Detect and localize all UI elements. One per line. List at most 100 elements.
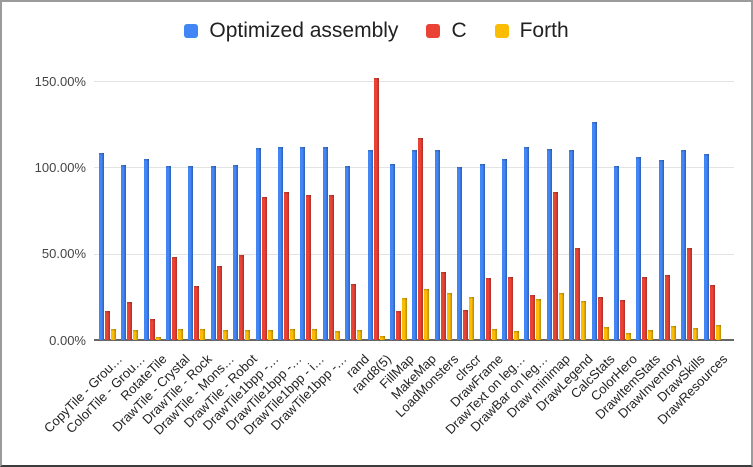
bar-forth-rand[interactable] — [357, 329, 363, 340]
bar-optimized-assembly-drawtile1bpp-i[interactable] — [300, 146, 306, 340]
bar-forth-draw-minimap[interactable] — [558, 292, 564, 340]
bar-c-drawitemstats[interactable] — [642, 276, 648, 340]
bar-forth-drawtile1bpp-i[interactable] — [312, 328, 318, 340]
bar-optimized-assembly-drawtile1bpp[interactable] — [322, 147, 328, 340]
bar-optimized-assembly-drawskills[interactable] — [681, 150, 687, 340]
bar-forth-rotatetile[interactable] — [155, 336, 161, 340]
bar-c-colorhero[interactable] — [619, 300, 625, 340]
bar-optimized-assembly-fillmap[interactable] — [389, 163, 395, 340]
bar-forth-calcstats[interactable] — [603, 327, 609, 340]
y-axis-label: 0.00% — [49, 332, 86, 348]
bar-forth-rand8-5[interactable] — [379, 335, 385, 340]
bar-forth-loadmonsters[interactable] — [446, 293, 452, 340]
bar-c-drawtile1bpp[interactable] — [283, 192, 289, 340]
bar-forth-drawresources[interactable] — [715, 325, 721, 340]
bar-optimized-assembly-drawbar-on-leg[interactable] — [524, 146, 530, 340]
bar-optimized-assembly-calcstats[interactable] — [591, 122, 597, 340]
bar-c-drawbar-on-leg[interactable] — [530, 295, 536, 340]
bar-optimized-assembly-colortile-grou[interactable] — [121, 164, 127, 340]
bar-c-copytile-grou[interactable] — [104, 310, 110, 340]
bar-c-draw-minimap[interactable] — [552, 192, 558, 340]
bar-c-colortile-grou[interactable] — [127, 302, 133, 340]
bar-c-drawtile1bpp[interactable] — [261, 196, 267, 340]
bar-forth-copytile-grou[interactable] — [110, 328, 116, 340]
bar-forth-clrscr[interactable] — [469, 296, 475, 340]
legend-swatch-icon — [426, 23, 441, 38]
bar-optimized-assembly-drawitemstats[interactable] — [636, 156, 642, 340]
y-axis-label: 100.00% — [34, 159, 86, 175]
legend-swatch-icon — [184, 23, 199, 38]
bar-optimized-assembly-drawinventory[interactable] — [658, 160, 664, 340]
y-axis-label: 150.00% — [34, 73, 86, 89]
y-axis-label: 50.00% — [41, 246, 86, 262]
bar-forth-drawtile1bpp[interactable] — [334, 331, 340, 340]
bar-c-rand8-5[interactable] — [373, 78, 379, 340]
bar-forth-drawframe[interactable] — [491, 328, 497, 340]
bar-forth-drawskills[interactable] — [693, 327, 699, 340]
bar-forth-drawlegend[interactable] — [581, 301, 587, 340]
bar-c-makemap[interactable] — [418, 137, 424, 340]
bar-c-drawtile1bpp[interactable] — [328, 194, 334, 340]
bar-optimized-assembly-rotatetile[interactable] — [143, 158, 149, 340]
bar-forth-drawtext-on-leg[interactable] — [513, 331, 519, 340]
bar-forth-drawtile1bpp[interactable] — [289, 328, 295, 340]
bar-c-drawtile-rock[interactable] — [194, 286, 200, 340]
bar-optimized-assembly-clrscr[interactable] — [457, 167, 463, 340]
bar-forth-drawtile-robot[interactable] — [245, 329, 251, 340]
x-axis-baseline — [94, 339, 734, 341]
bar-c-drawtile-crystal[interactable] — [171, 257, 177, 340]
bar-optimized-assembly-drawresources[interactable] — [703, 153, 709, 340]
bar-c-drawframe[interactable] — [485, 277, 491, 340]
chart-legend: Optimized assembly C Forth — [2, 20, 751, 41]
bar-forth-colorhero[interactable] — [625, 333, 631, 340]
bar-optimized-assembly-rand[interactable] — [345, 166, 351, 340]
bar-optimized-assembly-drawtext-on-leg[interactable] — [501, 158, 507, 340]
bar-c-drawskills[interactable] — [687, 248, 693, 340]
bar-forth-drawitemstats[interactable] — [648, 329, 654, 340]
bar-c-drawtile-mons[interactable] — [216, 265, 222, 340]
bar-forth-drawbar-on-leg[interactable] — [536, 298, 542, 340]
bar-forth-drawtile1bpp[interactable] — [267, 329, 273, 340]
bar-c-drawtile-robot[interactable] — [239, 255, 245, 340]
bar-optimized-assembly-drawtile1bpp[interactable] — [255, 148, 261, 340]
bar-forth-drawtile-rock[interactable] — [200, 328, 206, 340]
bar-c-loadmonsters[interactable] — [440, 271, 446, 340]
bar-c-clrscr[interactable] — [463, 309, 469, 340]
bar-optimized-assembly-loadmonsters[interactable] — [434, 150, 440, 340]
bar-optimized-assembly-drawtile-rock[interactable] — [188, 165, 194, 340]
bar-optimized-assembly-drawtile-robot[interactable] — [233, 164, 239, 340]
legend-label: Optimized assembly — [209, 19, 399, 42]
bar-c-drawlegend[interactable] — [575, 248, 581, 340]
bar-c-calcstats[interactable] — [597, 296, 603, 340]
bar-c-rotatetile[interactable] — [149, 319, 155, 340]
bar-forth-makemap[interactable] — [424, 289, 430, 340]
bar-c-fillmap[interactable] — [395, 310, 401, 340]
legend-label: Forth — [519, 19, 569, 42]
bar-c-drawtile1bpp-i[interactable] — [306, 194, 312, 340]
bar-c-rand[interactable] — [351, 283, 357, 340]
bar-optimized-assembly-drawtile-mons[interactable] — [210, 165, 216, 340]
legend-item-c[interactable]: C — [426, 20, 467, 41]
bar-optimized-assembly-rand8-5[interactable] — [367, 150, 373, 340]
bar-optimized-assembly-drawlegend[interactable] — [569, 150, 575, 340]
bar-optimized-assembly-makemap[interactable] — [412, 150, 418, 340]
bar-optimized-assembly-copytile-grou[interactable] — [98, 152, 104, 340]
bar-forth-drawtile-crystal[interactable] — [177, 328, 183, 340]
bar-optimized-assembly-colorhero[interactable] — [613, 165, 619, 340]
bar-forth-drawinventory[interactable] — [670, 326, 676, 340]
bar-forth-drawtile-mons[interactable] — [222, 329, 228, 340]
bar-optimized-assembly-drawtile1bpp[interactable] — [277, 147, 283, 340]
gridline-150 — [94, 81, 734, 82]
bar-optimized-assembly-drawframe[interactable] — [479, 163, 485, 340]
bar-optimized-assembly-drawtile-crystal[interactable] — [165, 166, 171, 340]
bar-c-drawinventory[interactable] — [664, 275, 670, 340]
legend-item-forth[interactable]: Forth — [494, 19, 569, 42]
bar-c-drawresources[interactable] — [709, 284, 715, 340]
bar-forth-fillmap[interactable] — [401, 297, 407, 340]
bar-forth-colortile-grou[interactable] — [133, 329, 139, 340]
bar-optimized-assembly-draw-minimap[interactable] — [546, 149, 552, 340]
bar-c-drawtext-on-leg[interactable] — [507, 276, 513, 340]
legend-item-optimized-assembly[interactable]: Optimized assembly — [184, 20, 398, 41]
